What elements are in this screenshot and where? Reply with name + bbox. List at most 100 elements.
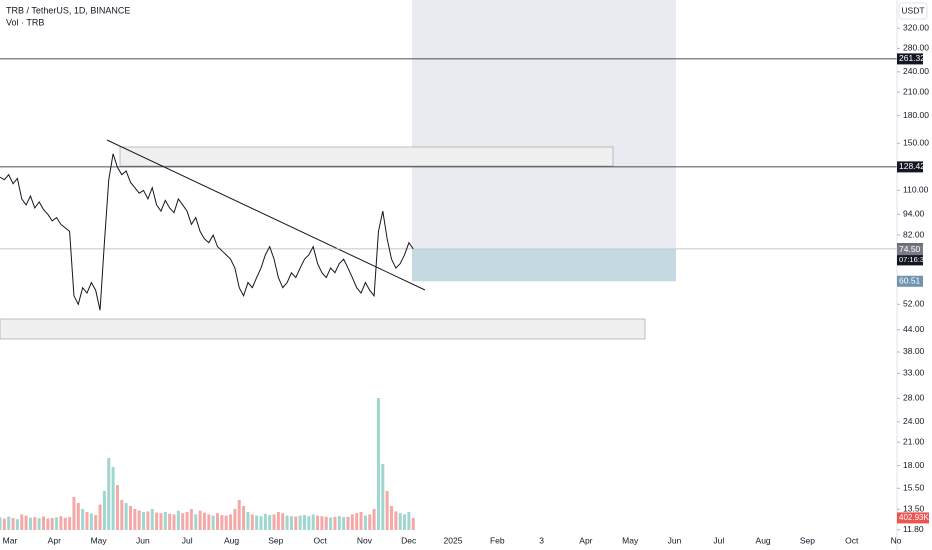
x-tick-label: Aug [756, 535, 771, 545]
x-tick-label: Dec [401, 535, 417, 545]
volume-bar [89, 513, 93, 530]
volume-bar [220, 515, 224, 530]
position-stop-zone [412, 248, 676, 282]
volume-bar [33, 517, 37, 530]
x-tick-label: Sep [268, 535, 283, 545]
volume-bar [359, 512, 363, 530]
volume-bar [263, 513, 267, 530]
price-tag-label: 60.51 [899, 276, 921, 286]
volume-bar [381, 464, 385, 530]
y-tick-label: 150.00 [903, 138, 929, 148]
y-tick-label: 320.00 [903, 22, 929, 32]
volume-bar [24, 515, 28, 530]
volume-bar [316, 515, 320, 530]
volume-bar [81, 509, 85, 530]
volume-bar [155, 512, 159, 530]
legend-volume: Vol · TRB [6, 17, 44, 27]
x-tick-label: Jun [136, 535, 150, 545]
volume-bar [229, 514, 233, 530]
volume-bar [298, 515, 302, 530]
volume-bar [142, 512, 146, 530]
volume-bar [72, 497, 76, 530]
volume-bar [28, 517, 32, 530]
volume-bar [59, 516, 63, 530]
volume-bar [324, 516, 328, 530]
volume-bar [189, 509, 193, 530]
y-tick-label: 44.00 [903, 324, 925, 334]
volume-bar [202, 512, 206, 530]
unit-box[interactable] [898, 2, 928, 20]
y-tick-label: 82.00 [903, 229, 925, 239]
volume-bar [398, 513, 402, 530]
volume-bar [233, 509, 237, 530]
y-tick-label: 15.50 [903, 483, 925, 493]
volume-bar [176, 510, 180, 530]
volume-bar [259, 516, 263, 530]
volume-bar [272, 514, 276, 530]
volume-bar [390, 506, 393, 530]
y-tick-label: 11.80 [903, 524, 924, 534]
y-tick-label: 180.00 [903, 110, 929, 120]
y-tick-label: 28.00 [903, 393, 925, 403]
volume-bar [207, 514, 211, 530]
volume-bar [120, 500, 124, 530]
volume-bar [250, 514, 254, 530]
volume-bar [159, 513, 163, 530]
x-tick-label: Aug [224, 535, 239, 545]
volume-bar [68, 517, 72, 530]
volume-bar [329, 517, 333, 530]
volume-bar [150, 509, 154, 530]
volume-bar [385, 491, 389, 530]
volume-bar [242, 506, 246, 530]
volume-bar [376, 398, 380, 530]
resistance-zone [119, 146, 614, 167]
price-tag [897, 53, 923, 65]
y-tick-label: 24.00 [903, 416, 925, 426]
volume-bar [115, 485, 119, 530]
price-tag-countdown: 07:16:38 [899, 255, 928, 264]
y-tick-label: 94.00 [903, 209, 925, 219]
x-tick-label: Feb [490, 535, 505, 545]
x-tick-label: No [891, 535, 902, 545]
y-tick-label: 240.00 [903, 66, 929, 76]
volume-bar [146, 511, 150, 530]
volume-bar [181, 513, 185, 530]
volume-bar [168, 513, 172, 530]
volume-bar [20, 514, 24, 530]
y-tick-label: 52.00 [903, 299, 925, 309]
price-line-series [0, 153, 414, 311]
price-tag [897, 275, 923, 287]
y-tick-label: 21.00 [903, 436, 925, 446]
x-tick-label: Nov [357, 535, 373, 545]
volume-bar [107, 458, 111, 530]
x-tick-label: Oct [313, 535, 327, 545]
volume-bar [303, 515, 306, 530]
x-tick-label: May [622, 535, 639, 545]
volume-tag [897, 512, 929, 524]
volume-bar [211, 515, 215, 530]
volume-bar [7, 516, 11, 530]
price-tag [897, 161, 923, 173]
volume-bar [102, 491, 106, 530]
volume-bar [307, 516, 311, 530]
volume-bar [337, 516, 341, 530]
volume-bar [37, 518, 41, 530]
volume-bar [394, 511, 398, 530]
y-tick-label: 38.00 [903, 346, 925, 356]
volume-bar [237, 500, 241, 530]
x-tick-label: 2025 [444, 535, 463, 545]
support-zone [0, 318, 646, 340]
volume-bar [124, 503, 128, 530]
volume-bar [294, 516, 298, 530]
volume-bar [363, 515, 367, 530]
volume-bar [76, 503, 80, 530]
volume-bar [403, 514, 407, 530]
volume-bar [411, 517, 415, 530]
y-tick-label: 18.00 [903, 460, 925, 470]
volume-bar [350, 514, 354, 530]
x-tick-label: 3 [539, 535, 544, 545]
volume-bar [2, 518, 6, 530]
volume-bar [224, 515, 228, 530]
volume-bar [276, 512, 280, 530]
